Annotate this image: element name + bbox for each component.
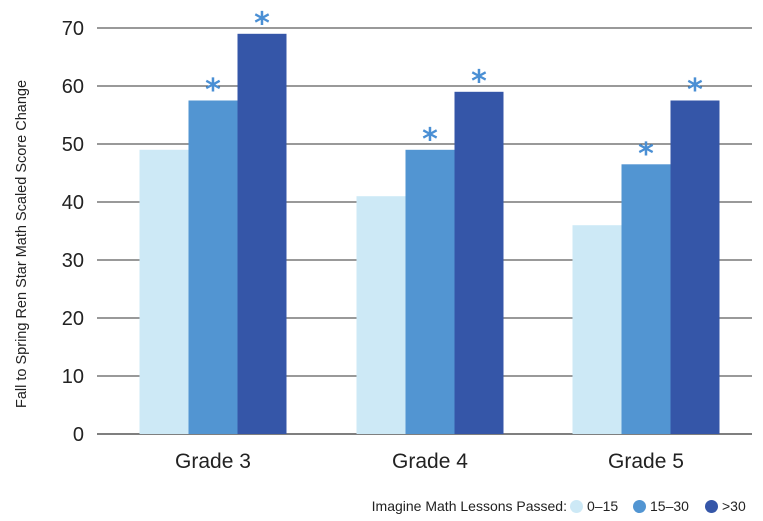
bar-grade-5-series-1 [621, 164, 671, 435]
y-axis-label: Fall to Spring Ren Star Math Scaled Scor… [14, 80, 30, 408]
y-tick-label-0: 0 [73, 424, 84, 446]
legend-label-gt30: >30 [722, 498, 746, 514]
legend-title: Imagine Math Lessons Passed: [371, 498, 567, 514]
legend-swatch-gt30 [705, 500, 718, 513]
bar-grade-4-series-0 [356, 196, 406, 434]
legend-swatch-15-30 [633, 500, 646, 513]
legend-item-gt30: >30 [705, 498, 746, 514]
legend-item-0-15: 0–15 [570, 498, 618, 514]
significance-star: * [422, 122, 438, 157]
significance-star: * [254, 6, 270, 41]
bar-grade-4-series-2 [454, 91, 504, 435]
x-tick-label-grade-3: Grade 3 [175, 450, 251, 473]
x-tick-labels: Grade 3 Grade 4 Grade 5 [175, 450, 684, 473]
bar-grade-5-series-2 [670, 100, 720, 434]
legend-swatch-0-15 [570, 500, 583, 513]
bar-grade-5-series-0 [572, 225, 622, 434]
bar-grade-3-series-0 [139, 149, 189, 435]
legend-label-0-15: 0–15 [587, 498, 619, 514]
legend-item-15-30: 15–30 [633, 498, 689, 514]
y-tick-label-40: 40 [62, 192, 84, 214]
significance-markers: * * * * * * [205, 6, 703, 172]
bar-grade-3-series-1 [188, 100, 238, 434]
x-tick-label-grade-5: Grade 5 [608, 450, 684, 473]
y-tick-label-30: 30 [62, 250, 84, 272]
bars [139, 33, 720, 435]
x-tick-label-grade-4: Grade 4 [392, 450, 468, 473]
y-tick-label-70: 70 [62, 18, 84, 40]
y-tick-label-20: 20 [62, 308, 84, 330]
y-tick-labels: 0 10 20 30 40 50 60 70 [62, 18, 84, 446]
significance-star: * [687, 73, 703, 108]
significance-star: * [638, 137, 654, 172]
legend-label-15-30: 15–30 [650, 498, 689, 514]
y-tick-label-60: 60 [62, 76, 84, 98]
significance-star: * [471, 64, 487, 99]
y-tick-label-10: 10 [62, 366, 84, 388]
bar-grade-3-series-2 [237, 33, 287, 435]
y-tick-label-50: 50 [62, 134, 84, 156]
bar-grade-4-series-1 [405, 149, 455, 435]
significance-star: * [205, 73, 221, 108]
